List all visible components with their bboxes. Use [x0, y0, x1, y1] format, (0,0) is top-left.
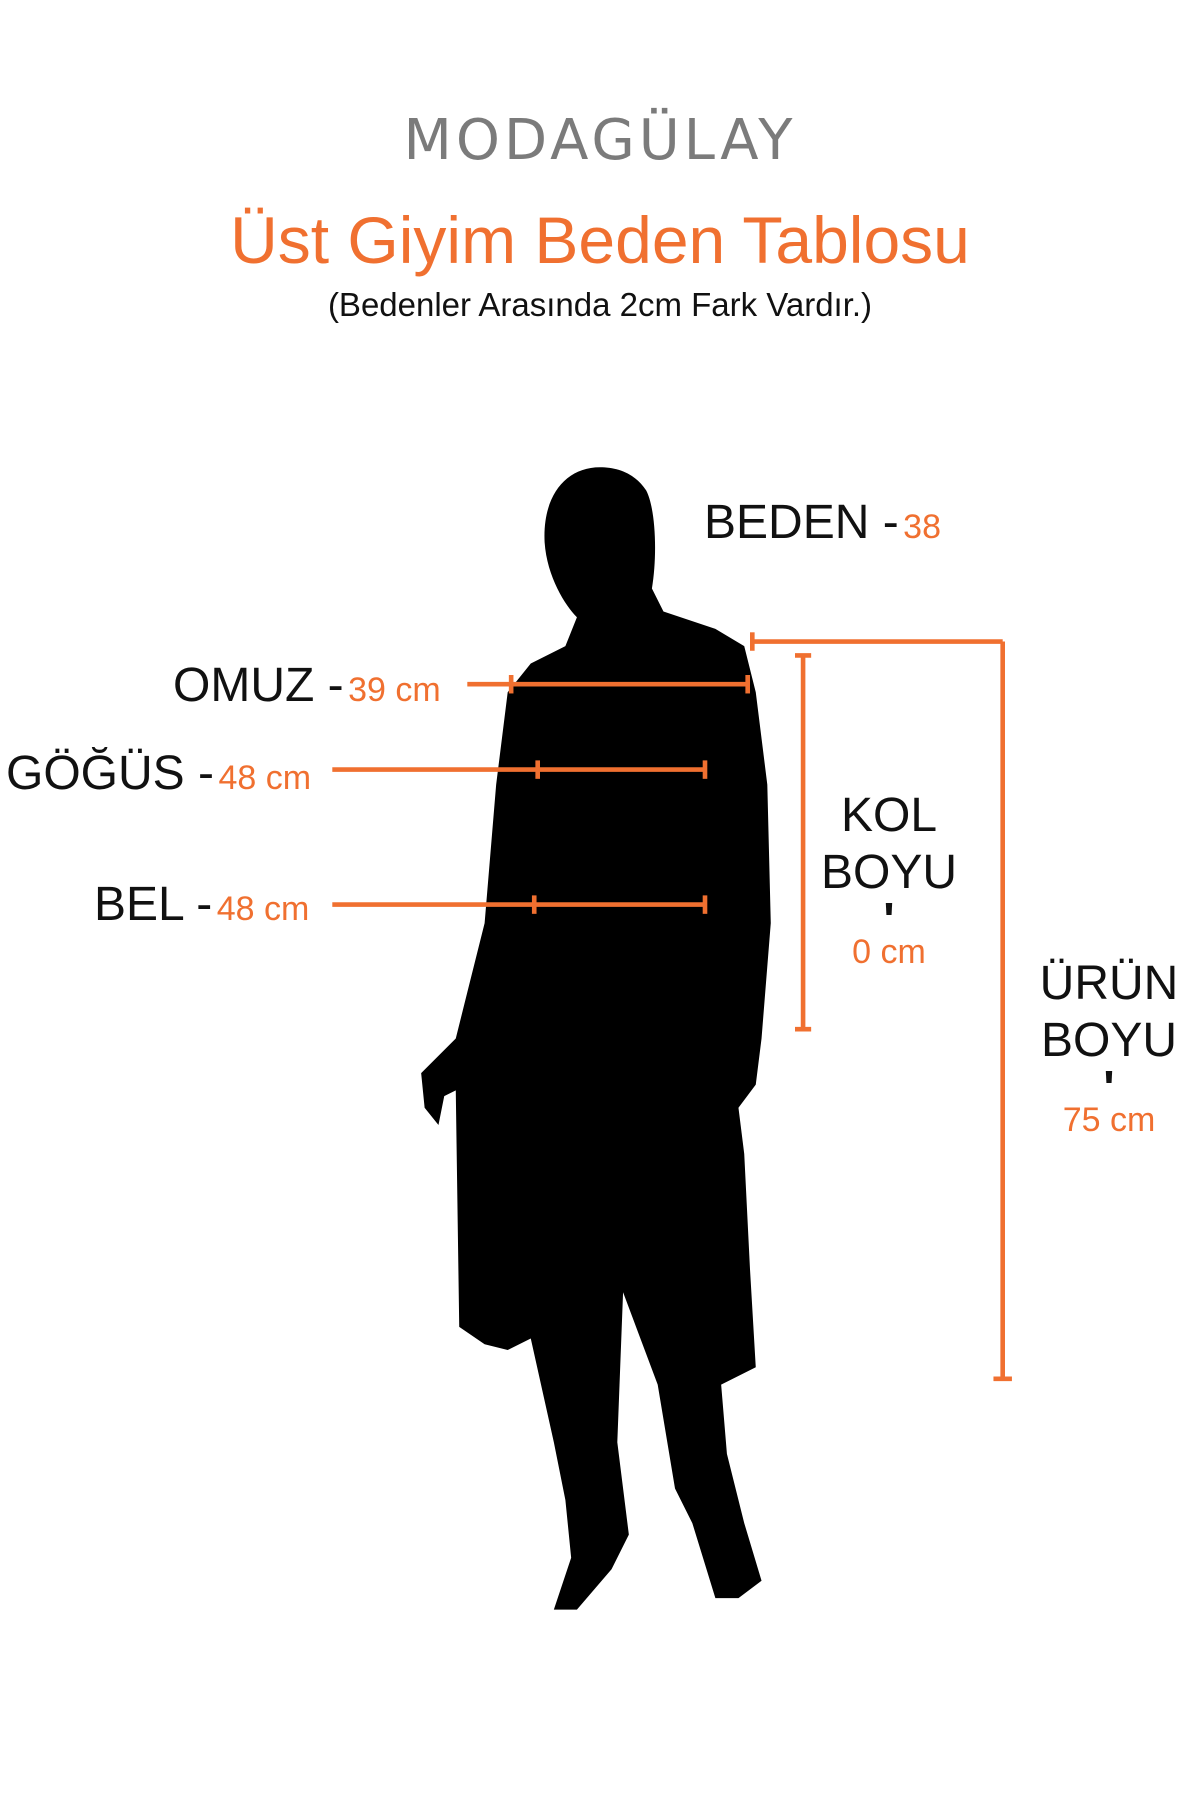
page-subtitle: (Bedenler Arasında 2cm Fark Vardır.) — [327, 286, 873, 323]
urun-boyu-block: ÜRÜN BOYU ' 75 cm — [1039, 957, 1179, 1139]
urun-boyu-value: 75 cm — [1062, 1101, 1156, 1139]
urun-boyu-line1: ÜRÜN — [1039, 957, 1179, 1010]
gogus-value: 48 cm — [218, 759, 312, 797]
omuz-row: OMUZ - 39 cm — [173, 658, 441, 713]
omuz-measure-line — [467, 674, 750, 694]
urun-boyu-line2: BOYU — [1040, 1014, 1178, 1067]
bel-row: BEL - 48 cm — [94, 877, 309, 932]
bel-measure-line — [332, 895, 708, 914]
gogus-row: GÖĞÜS - 48 cm — [6, 746, 311, 801]
beden-label: BEDEN - — [704, 496, 899, 549]
kol-boyu-separator: ' — [883, 894, 895, 947]
model-silhouette — [421, 467, 771, 1610]
brand-logo: MODAGÜLAY — [403, 108, 797, 173]
beden-value: 38 — [903, 508, 941, 546]
kol-boyu-value: 0 cm — [852, 933, 926, 971]
omuz-label: OMUZ - — [173, 659, 344, 712]
bel-label: BEL - — [94, 878, 213, 931]
kol-boyu-measure-line — [794, 653, 812, 1032]
kol-boyu-block: KOL BOYU ' 0 cm — [820, 789, 958, 971]
urun-boyu-measure-line — [749, 632, 1012, 1382]
gogus-label: GÖĞÜS - — [6, 747, 215, 800]
kol-boyu-line2: BOYU — [820, 846, 958, 899]
kol-boyu-line1: KOL — [840, 789, 938, 842]
page-title: Üst Giyim Beden Tablosu — [230, 203, 970, 277]
bel-value: 48 cm — [216, 890, 310, 928]
beden-row: BEDEN - 38 — [704, 495, 941, 550]
gogus-measure-line — [332, 760, 708, 779]
omuz-value: 39 cm — [348, 671, 441, 709]
urun-boyu-separator: ' — [1103, 1062, 1115, 1115]
